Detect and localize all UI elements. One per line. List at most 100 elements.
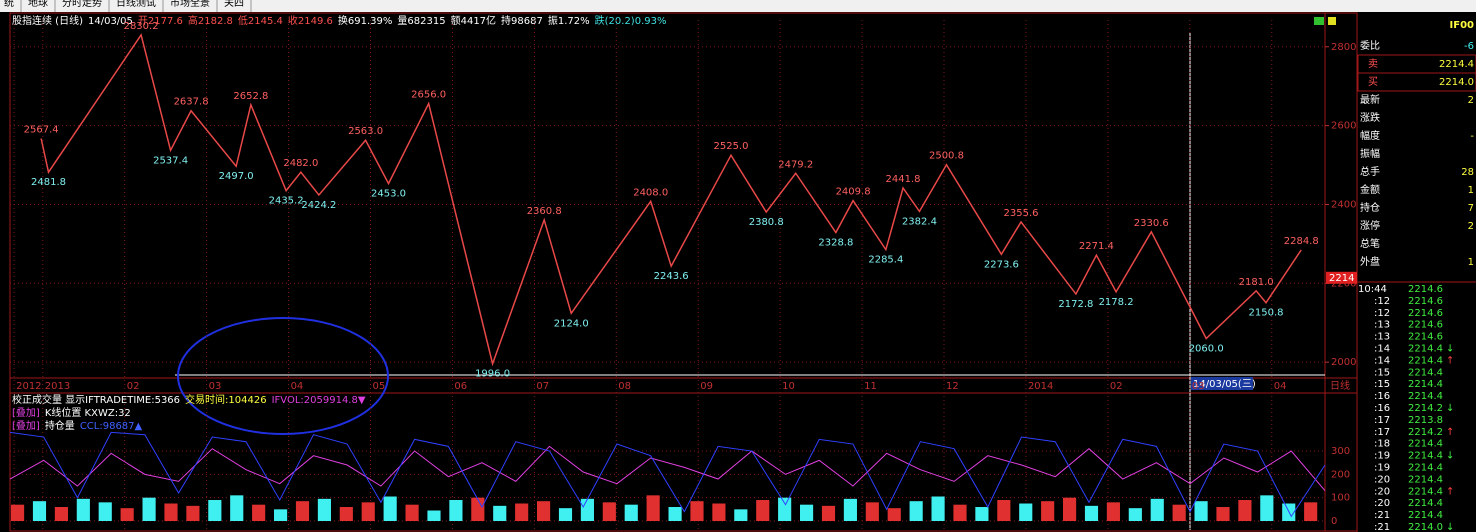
volume-bar — [1260, 495, 1274, 522]
tick-price: 2214.4 — [1408, 486, 1443, 497]
quote-label: 卖 — [1368, 58, 1378, 70]
volume-bar — [361, 502, 375, 522]
menu-item[interactable]: 关四 — [224, 0, 244, 9]
point-label: 2830.2 — [124, 21, 159, 32]
volume-bar — [471, 497, 485, 522]
volume-bar — [449, 500, 463, 522]
menu-item[interactable]: 统 — [4, 0, 14, 9]
indicator-line — [9, 445, 1326, 492]
tick-flag: ↓ — [1446, 451, 1454, 462]
volume-bar — [602, 502, 616, 522]
point-label: 2124.0 — [554, 318, 589, 329]
quote-code: IF00 — [1450, 20, 1475, 31]
volume-bar — [405, 504, 419, 522]
quote-label: 委比 — [1360, 39, 1380, 52]
x-tick-label: 04 — [1274, 381, 1287, 392]
tick-flag: ↑ — [1446, 355, 1454, 366]
volume-bar — [252, 504, 266, 522]
header-item: 股指连续 (日线) — [12, 14, 83, 27]
quote-label: 幅度 — [1360, 129, 1380, 142]
volume-bar — [54, 507, 68, 522]
point-label: 2567.4 — [24, 124, 59, 135]
volume-bar — [98, 502, 112, 522]
indicator-legend: 校正成交量 显示IFTRADETIME:5366 — [12, 393, 180, 406]
quote-label: 买 — [1368, 76, 1378, 88]
y-tick-label: 2400 — [1331, 199, 1356, 210]
volume-bar — [690, 501, 704, 522]
menu-item[interactable]: 市场全景 — [170, 0, 210, 9]
point-label: 2284.8 — [1284, 236, 1319, 247]
volume-bar — [274, 509, 288, 522]
x-tick-label: 05 — [372, 381, 385, 392]
volume-bar — [142, 497, 156, 522]
point-label: 2181.0 — [1239, 277, 1274, 288]
y-tick-label: 2000 — [1331, 357, 1356, 368]
quote-value: 2 — [1468, 221, 1474, 232]
tick-price: 2214.4 — [1408, 474, 1443, 485]
y-tick-label: 200 — [1331, 469, 1350, 480]
x-tick-label: 12 — [946, 381, 959, 392]
volume-bar — [493, 505, 507, 522]
x-tick-label: 2012 — [16, 381, 41, 392]
quote-label: 振幅 — [1360, 147, 1380, 160]
tick-time: :16 — [1374, 391, 1390, 402]
tick-price: 2214.2 — [1408, 403, 1443, 414]
x-tick-label: 11 — [864, 381, 877, 392]
volume-bar — [339, 507, 353, 522]
volume-bar — [11, 504, 25, 522]
y-tick-label: 300 — [1331, 446, 1350, 457]
quote-label: 金额 — [1360, 183, 1380, 196]
tick-time: :13 — [1374, 320, 1390, 331]
quote-value: 2214.0 — [1439, 77, 1474, 88]
menu-item[interactable]: 日线测试 — [116, 0, 156, 9]
point-label: 2328.8 — [818, 238, 853, 249]
header-item: 振1.72% — [548, 14, 590, 27]
volume-bar — [317, 498, 331, 522]
menu-item[interactable]: 地球 — [28, 0, 48, 9]
tick-price: 2214.4 — [1408, 367, 1443, 378]
header-item: 开2177.6 — [138, 16, 183, 27]
volume-bar — [1238, 500, 1252, 522]
status-icon — [1328, 17, 1336, 25]
tick-time: :12 — [1374, 308, 1390, 319]
cursor-date: 14/03/05(三) — [1193, 379, 1256, 390]
quote-value: - — [1470, 131, 1474, 142]
x-tick-label: 03 — [1192, 381, 1205, 392]
indicator-legend: 交易时间:104426 — [185, 393, 267, 406]
tick-price: 2214.4 — [1408, 355, 1443, 366]
tick-price: 2214.0 — [1408, 522, 1443, 532]
volume-bar — [712, 503, 726, 522]
tick-time: :14 — [1374, 355, 1390, 366]
volume-bar — [164, 503, 178, 522]
tick-time: :20 — [1374, 498, 1390, 509]
point-label: 2382.4 — [902, 216, 937, 227]
volume-bar — [1041, 501, 1055, 522]
tick-time: :12 — [1374, 296, 1390, 307]
volume-bar — [931, 496, 945, 522]
point-label: 2563.0 — [348, 126, 383, 137]
point-label: 2441.8 — [886, 174, 921, 185]
tick-price: 2214.2 — [1408, 427, 1443, 438]
y-tick-label: 2200 — [1331, 278, 1356, 289]
menu-bar — [0, 0, 1476, 12]
indicator-legend: [叠加] — [12, 407, 40, 419]
point-label: 2178.2 — [1099, 297, 1134, 308]
tick-flag: ↓ — [1446, 403, 1454, 414]
x-tick-label: 02 — [1110, 381, 1123, 392]
tick-price: 2214.4 — [1408, 510, 1443, 521]
point-label: 2172.8 — [1058, 299, 1093, 310]
price-line — [40, 33, 1302, 367]
point-label: 2637.8 — [174, 97, 209, 108]
volume-bar — [1194, 501, 1208, 522]
volume-bar — [997, 500, 1011, 522]
quote-value: 1 — [1468, 185, 1474, 196]
volume-bar — [1150, 498, 1164, 522]
y-tick-label: 2600 — [1331, 121, 1356, 132]
menu-item[interactable]: 分时走势 — [62, 0, 102, 9]
indicator-legend: 持仓量 — [45, 419, 75, 432]
volume-bar — [230, 495, 244, 522]
tick-price: 2214.6 — [1408, 308, 1443, 319]
quote-row-bg — [1357, 72, 1476, 92]
tick-time: :20 — [1374, 486, 1390, 497]
